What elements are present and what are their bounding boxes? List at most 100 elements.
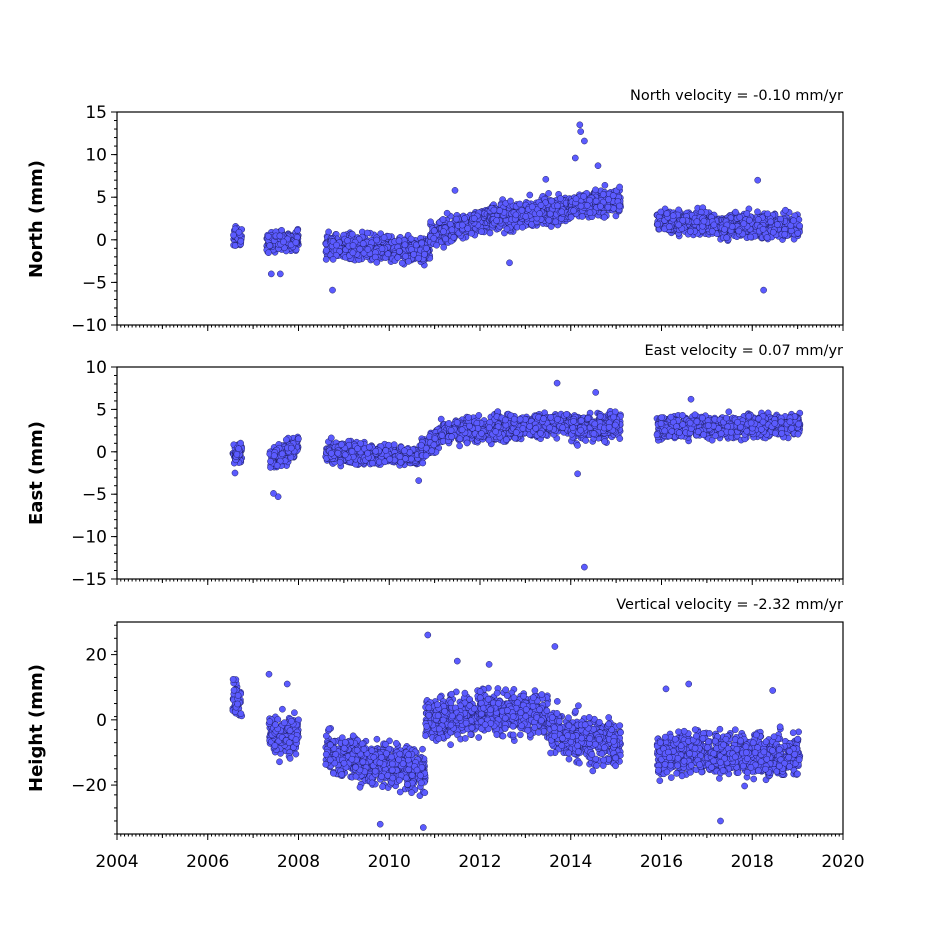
data-point: [264, 232, 272, 240]
data-point: [496, 207, 504, 214]
data-point: [428, 447, 436, 455]
data-point: [572, 195, 580, 203]
data-point: [267, 458, 274, 465]
data-point: [294, 226, 301, 234]
y-tick-label: 0: [96, 231, 107, 251]
outlier-point: [506, 259, 513, 267]
data-point: [492, 428, 500, 436]
data-point: [574, 442, 581, 449]
data-point: [546, 210, 554, 218]
data-point: [657, 208, 665, 216]
data-point: [592, 197, 600, 205]
data-point: [601, 438, 609, 445]
data-point: [439, 216, 447, 223]
data-point: [405, 258, 412, 265]
data-point: [422, 452, 430, 459]
data-point: [577, 426, 585, 434]
data-point: [273, 462, 281, 469]
data-point: [519, 425, 527, 432]
data-point: [453, 419, 461, 426]
outlier-point: [267, 270, 275, 278]
data-point: [754, 208, 761, 216]
data-point: [397, 458, 405, 466]
data-points: [229, 379, 804, 571]
data-point: [372, 447, 380, 455]
data-point: [597, 203, 604, 210]
data-point: [769, 228, 777, 236]
data-point: [582, 437, 590, 444]
outlier-point: [451, 187, 459, 194]
data-point: [427, 218, 434, 226]
data-point: [276, 232, 284, 240]
outlier-point: [594, 162, 602, 170]
data-point: [443, 209, 451, 217]
data-point: [512, 211, 520, 219]
data-point: [708, 227, 716, 235]
data-point: [394, 254, 402, 261]
data-point: [407, 455, 415, 463]
data-point: [470, 215, 478, 222]
data-point: [466, 422, 473, 430]
data-point: [763, 234, 771, 241]
data-point: [450, 233, 458, 241]
data-point: [605, 423, 613, 431]
data-point: [536, 210, 543, 217]
data-point: [592, 186, 599, 194]
outlier-point: [571, 154, 579, 162]
data-point: [586, 209, 594, 217]
data-point: [354, 445, 361, 453]
data-point: [447, 220, 454, 228]
data-point: [511, 434, 519, 442]
data-point: [773, 221, 781, 228]
data-point: [519, 223, 526, 231]
data-point: [329, 256, 337, 263]
east-panel: East velocity = 0.07 mm/yr East (mm) −15…: [26, 343, 844, 590]
data-point: [287, 444, 295, 452]
data-point: [545, 190, 552, 197]
data-point: [596, 413, 604, 420]
data-point: [478, 430, 485, 437]
data-point: [782, 206, 789, 214]
data-point: [364, 229, 371, 237]
data-point: [732, 208, 739, 216]
data-point: [570, 207, 577, 215]
y-tick-label: 10: [85, 146, 107, 166]
data-point: [396, 247, 403, 255]
data-point: [599, 191, 607, 198]
data-point: [282, 436, 290, 444]
data-point: [430, 234, 438, 242]
data-point: [338, 441, 345, 448]
data-point: [610, 413, 617, 421]
y-tick-label: 5: [96, 188, 107, 208]
data-point: [654, 220, 662, 228]
data-point: [554, 415, 561, 423]
data-point: [610, 204, 617, 212]
data-point: [570, 417, 577, 425]
data-point: [605, 196, 612, 203]
data-point: [356, 245, 364, 253]
data-point: [375, 458, 383, 466]
data-point: [448, 226, 456, 234]
data-points: [230, 121, 804, 294]
data-point: [559, 424, 567, 431]
north-y-axis-title: North (mm): [26, 160, 47, 278]
data-point: [458, 221, 466, 229]
data-point: [235, 228, 243, 236]
data-point: [278, 450, 286, 458]
data-point: [465, 414, 472, 421]
data-point: [503, 225, 511, 233]
data-point: [333, 241, 340, 249]
data-point: [528, 203, 536, 211]
outlier-point: [329, 286, 336, 294]
data-point: [395, 237, 403, 245]
data-point: [558, 208, 566, 216]
data-point: [230, 231, 237, 239]
data-point: [348, 230, 356, 238]
data-point: [754, 216, 762, 223]
outlier-point: [754, 176, 762, 184]
data-point: [418, 239, 426, 247]
data-point: [578, 213, 586, 220]
data-point: [407, 235, 415, 243]
data-point: [440, 228, 447, 235]
data-point: [463, 439, 471, 447]
